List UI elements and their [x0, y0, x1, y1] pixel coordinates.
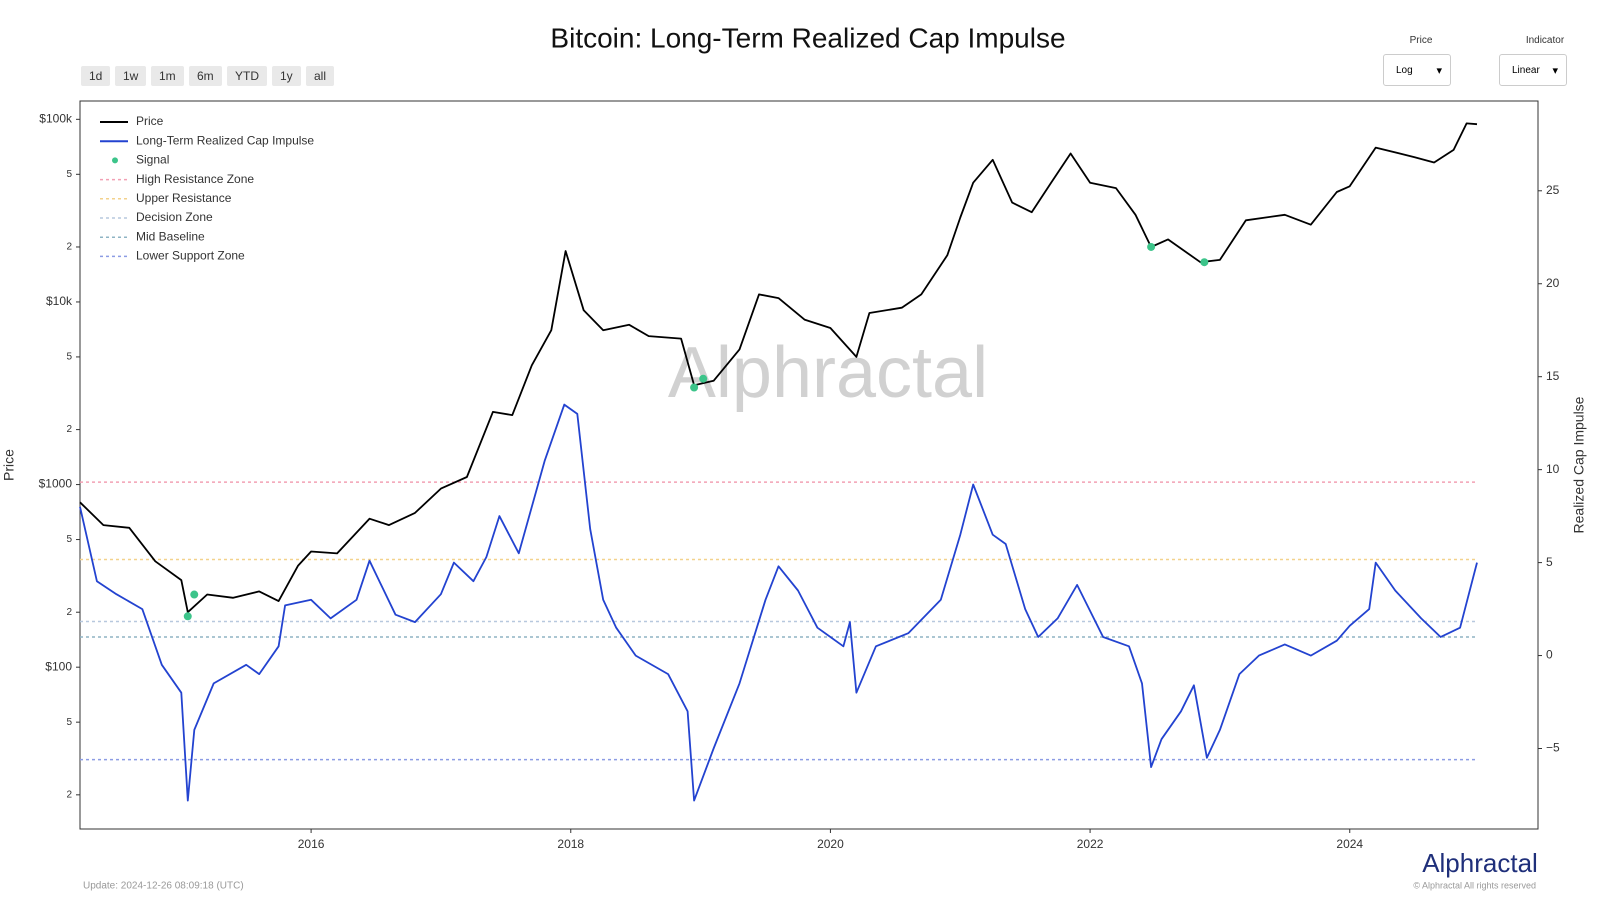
x-tick-label: 2022: [1077, 837, 1104, 851]
y2-tick-label: 25: [1546, 183, 1560, 197]
x-tick-label: 2018: [557, 837, 584, 851]
legend-label: Long-Term Realized Cap Impulse: [136, 133, 314, 147]
signal-point: [690, 383, 699, 392]
brand-name: Alphractal: [1422, 848, 1538, 878]
range-button[interactable]: 1d: [81, 66, 111, 86]
signal-point: [699, 374, 708, 383]
range-button[interactable]: 1w: [115, 66, 147, 86]
legend-label: Signal: [136, 153, 169, 167]
y2-tick-label: 10: [1546, 462, 1560, 476]
legend-swatch: [112, 157, 118, 164]
y-tick-label: 5: [66, 534, 72, 545]
chart-title: Bitcoin: Long-Term Realized Cap Impulse: [550, 22, 1065, 53]
y-tick-label: 2: [66, 789, 72, 800]
legend-label: Upper Resistance: [136, 191, 232, 205]
y-tick-label: $100: [45, 659, 72, 673]
y-tick-label: 2: [66, 607, 72, 618]
y2-tick-label: 20: [1546, 276, 1560, 290]
range-button[interactable]: all: [306, 66, 335, 86]
y-tick-label: $100k: [39, 112, 73, 126]
range-button[interactable]: 6m: [189, 66, 222, 86]
range-button[interactable]: 1m: [151, 66, 184, 86]
x-tick-label: 2016: [298, 837, 325, 851]
legend-label: High Resistance Zone: [136, 172, 254, 186]
signal-point: [190, 590, 199, 599]
y-tick-label: 2: [66, 424, 72, 435]
legend-label: Decision Zone: [136, 210, 213, 224]
y-tick-label: 2: [66, 242, 72, 253]
signal-point: [1147, 242, 1156, 251]
brand-rights: © Alphractal All rights reserved: [1413, 880, 1536, 890]
y-tick-label: $1000: [39, 477, 73, 491]
y2-axis-label: Realized Cap Impulse: [1571, 396, 1587, 533]
series-line: [79, 403, 1478, 802]
x-tick-label: 2024: [1336, 837, 1363, 851]
legend-label: Mid Baseline: [136, 229, 205, 243]
series-line: [79, 122, 1478, 614]
signal-point: [1200, 258, 1209, 267]
y-tick-label: 5: [66, 717, 72, 728]
price-scale-label: Price: [1409, 35, 1433, 46]
y-tick-label: $10k: [46, 294, 73, 308]
y2-tick-label: 5: [1546, 555, 1553, 569]
signal-point: [183, 612, 192, 621]
update-time: Update: 2024-12-26 08:09:18 (UTC): [83, 881, 244, 892]
range-button[interactable]: 1y: [272, 66, 301, 86]
legend-label: Price: [136, 114, 164, 128]
plot-frame: [79, 100, 1539, 830]
y2-tick-label: 15: [1546, 369, 1560, 383]
x-tick-label: 2020: [817, 837, 844, 851]
y2-tick-label: 0: [1546, 648, 1553, 662]
legend-label: Lower Support Zone: [136, 249, 245, 263]
indicator-scale-label: Indicator: [1525, 35, 1565, 46]
y2-tick-label: −5: [1546, 741, 1560, 755]
indicator-scale-select[interactable]: Linear: [1499, 54, 1567, 87]
y-axis-label: Price: [1, 449, 17, 481]
range-button[interactable]: YTD: [227, 66, 267, 86]
y-tick-label: 5: [66, 169, 72, 180]
price-scale-select[interactable]: Log: [1383, 54, 1451, 87]
y-tick-label: 5: [66, 352, 72, 363]
watermark: Alphractal: [668, 333, 988, 413]
